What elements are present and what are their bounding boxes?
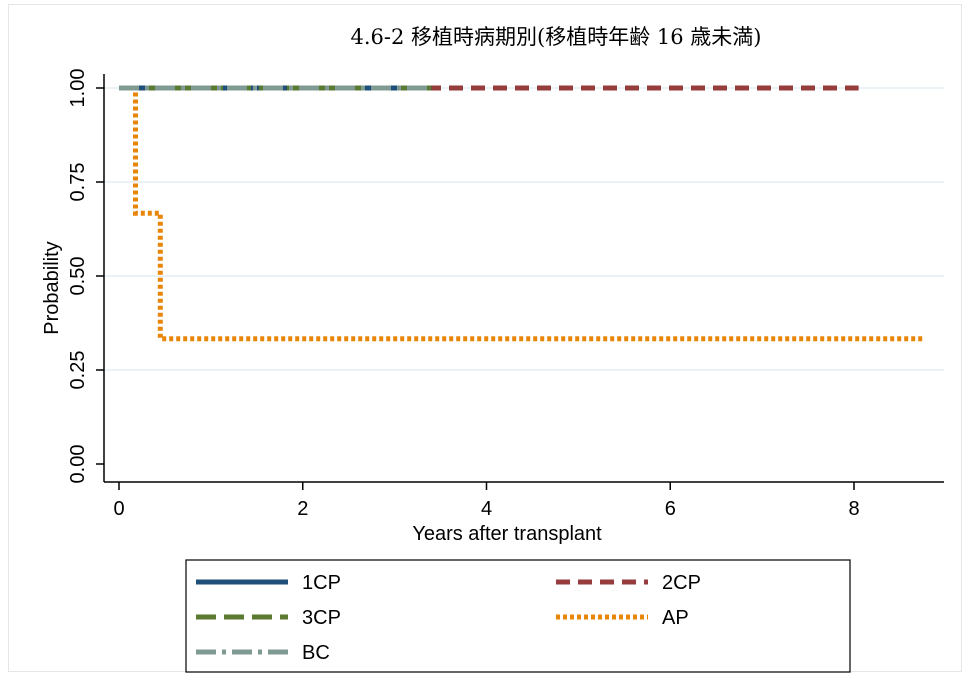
legend-label-3cp: 3CP	[302, 607, 341, 629]
y-ticks: 0.00 0.25 0.50 0.75 1.00	[67, 69, 104, 484]
legend-label-1cp: 1CP	[302, 572, 341, 594]
x-tick-label: 8	[848, 498, 859, 520]
x-tick-label: 6	[665, 498, 676, 520]
chart-title: 4.6-2 移植時病期別(移植時年齢 16 歳未満)	[351, 25, 762, 49]
legend-box	[185, 559, 851, 673]
axes	[103, 74, 944, 483]
y-tick-label: 0.75	[67, 163, 89, 202]
legend-label-ap: AP	[662, 607, 689, 629]
x-tick-label: 0	[113, 498, 124, 520]
series-lines	[119, 85, 923, 342]
series-line-ap	[119, 85, 923, 342]
x-axis-title: Years after transplant	[412, 523, 602, 545]
y-tick-label: 0.00	[67, 445, 89, 484]
grid-lines	[104, 87, 944, 371]
y-tick-label: 0.25	[67, 351, 89, 390]
y-tick-label: 1.00	[67, 69, 89, 108]
legend: 1CP 2CP 3CP AP BC	[185, 559, 851, 673]
y-axis-title: Probability	[41, 241, 63, 334]
x-tick-label: 2	[297, 498, 308, 520]
x-tick-label: 4	[481, 498, 492, 520]
x-ticks: 0 2 4 6 8	[113, 482, 860, 520]
legend-label-bc: BC	[302, 642, 330, 664]
legend-label-2cp: 2CP	[662, 572, 701, 594]
y-tick-label: 0.50	[67, 257, 89, 296]
